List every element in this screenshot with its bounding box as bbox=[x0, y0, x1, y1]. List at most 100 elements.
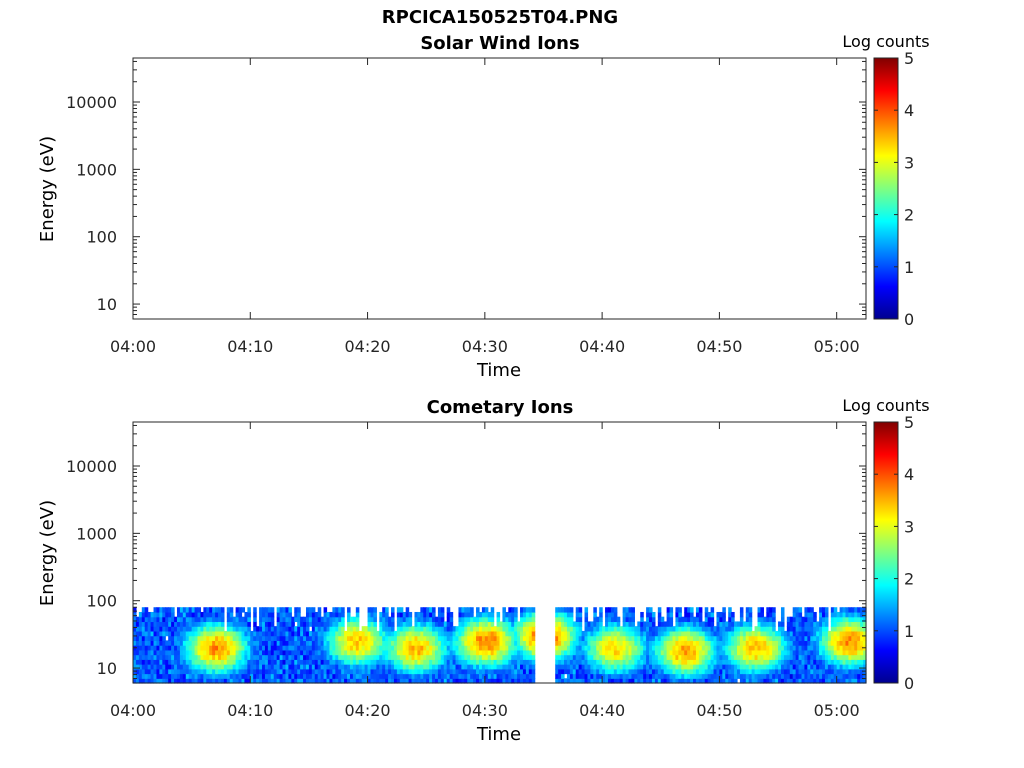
spectrogram-cell bbox=[822, 668, 826, 675]
spectrogram-cell bbox=[300, 659, 304, 665]
spectrogram-cell bbox=[555, 673, 559, 679]
spectrogram-cell bbox=[429, 635, 433, 641]
spectrogram-cell bbox=[517, 640, 521, 646]
spectrogram-cell bbox=[194, 611, 199, 618]
spectrogram-cell bbox=[827, 659, 832, 665]
spectrogram-cell bbox=[411, 659, 416, 665]
spectrogram-cell bbox=[810, 673, 814, 679]
spectrogram-cell bbox=[311, 659, 316, 665]
spectrogram-cell bbox=[801, 621, 806, 627]
spectrogram-cell bbox=[411, 664, 416, 670]
spectrogram-cell bbox=[264, 630, 269, 637]
spectrogram-cell bbox=[561, 630, 565, 637]
colorbar-tick-label: 1 bbox=[904, 622, 914, 641]
spectrogram-cell bbox=[393, 678, 398, 684]
spectrogram-cell bbox=[467, 668, 471, 675]
spectrogram-cell bbox=[402, 649, 407, 656]
spectrogram-cell bbox=[734, 621, 738, 627]
spectrogram-cell bbox=[508, 626, 512, 632]
spectrogram-cell bbox=[449, 630, 454, 637]
spectrogram-cell bbox=[229, 664, 234, 670]
spectrogram-cell bbox=[681, 673, 685, 679]
spectrogram-cell bbox=[467, 678, 471, 684]
spectrogram-cell bbox=[288, 607, 292, 613]
spectrogram-cell bbox=[379, 611, 383, 618]
spectrogram-cell bbox=[833, 664, 838, 670]
spectrogram-cell bbox=[525, 673, 530, 679]
spectrogram-cell bbox=[704, 611, 709, 618]
spectrogram-cell bbox=[347, 659, 351, 665]
spectrogram-cell bbox=[575, 621, 580, 627]
spectrogram-cell bbox=[432, 645, 436, 651]
spectrogram-cell bbox=[379, 649, 383, 656]
spectrogram-cell bbox=[370, 611, 375, 618]
spectrogram-cell bbox=[311, 611, 316, 618]
spectrogram-cell bbox=[440, 664, 445, 670]
spectrogram-cell bbox=[640, 621, 644, 627]
spectrogram-cell bbox=[786, 664, 791, 670]
spectrogram-cell bbox=[710, 659, 715, 665]
spectrogram-cell bbox=[745, 616, 750, 623]
spectrogram-cell bbox=[816, 659, 820, 665]
spectrogram-cell bbox=[159, 645, 163, 651]
spectrogram-cell bbox=[279, 645, 284, 651]
spectrogram-cell bbox=[171, 645, 175, 651]
spectrogram-cell bbox=[795, 654, 800, 660]
spectrogram-cell bbox=[657, 621, 662, 627]
spectrogram-cell bbox=[863, 626, 867, 632]
spectrogram-cell bbox=[684, 678, 688, 684]
spectrogram-cell bbox=[798, 654, 803, 660]
spectrogram-cell bbox=[772, 678, 776, 684]
spectrogram-cell bbox=[241, 664, 246, 670]
spectrogram-cell bbox=[476, 654, 480, 660]
spectrogram-cell bbox=[405, 640, 410, 646]
spectrogram-cell bbox=[816, 668, 820, 675]
spectrogram-cell bbox=[241, 678, 246, 684]
spectrogram-cell bbox=[162, 673, 166, 679]
spectrogram-cell bbox=[640, 678, 644, 684]
spectrogram-cell bbox=[379, 659, 383, 665]
spectrogram-cell bbox=[329, 668, 333, 675]
spectrogram-cell bbox=[352, 664, 357, 670]
spectrogram-cell bbox=[646, 635, 650, 641]
spectrogram-cell bbox=[819, 645, 823, 651]
spectrogram-cell bbox=[446, 611, 451, 618]
spectrogram-cell bbox=[305, 645, 310, 651]
spectrogram-cell bbox=[212, 611, 216, 618]
spectrogram-cell bbox=[317, 678, 322, 684]
spectrogram-cell bbox=[769, 607, 773, 613]
spectrogram-cell bbox=[561, 659, 565, 665]
spectrogram-cell bbox=[470, 607, 474, 613]
spectrogram-cell bbox=[687, 630, 691, 637]
spectrogram-cell bbox=[133, 621, 137, 627]
spectrogram-cell bbox=[757, 607, 762, 613]
spectrogram-cell bbox=[514, 640, 518, 646]
spectrogram-cell bbox=[502, 673, 506, 679]
spectrogram-cell bbox=[323, 640, 328, 646]
spectrogram-cell bbox=[804, 654, 808, 660]
spectrogram-cell bbox=[490, 659, 495, 665]
spectrogram-cell bbox=[572, 640, 577, 646]
spectrogram-cell bbox=[566, 649, 571, 656]
spectrogram-cell bbox=[663, 654, 668, 660]
spectrogram-cell bbox=[505, 621, 509, 627]
spectrogram-cell bbox=[763, 621, 767, 627]
spectrogram-cell bbox=[757, 678, 762, 684]
spectrogram-cell bbox=[191, 659, 196, 665]
spectrogram-cell bbox=[690, 635, 694, 641]
spectrogram-cell bbox=[760, 616, 764, 623]
spectrogram-cell bbox=[200, 635, 204, 641]
spectrogram-cell bbox=[150, 668, 155, 675]
spectrogram-cell bbox=[716, 673, 720, 679]
spectrogram-cell bbox=[364, 664, 369, 670]
spectrogram-cell bbox=[435, 621, 439, 627]
spectrogram-cell bbox=[857, 607, 861, 613]
y-tick-label: 1000 bbox=[76, 524, 117, 543]
spectrogram-cell bbox=[449, 635, 454, 641]
panel-solar-wind: Solar Wind Ions 04:00 04:10 04:20 04:30 04:4… bbox=[37, 32, 930, 381]
spectrogram-cell bbox=[341, 649, 345, 656]
spectrogram-cell bbox=[209, 621, 213, 627]
spectrogram-cell bbox=[391, 649, 395, 656]
spectrogram-cell bbox=[191, 649, 196, 656]
spectrogram-cell bbox=[176, 611, 181, 618]
